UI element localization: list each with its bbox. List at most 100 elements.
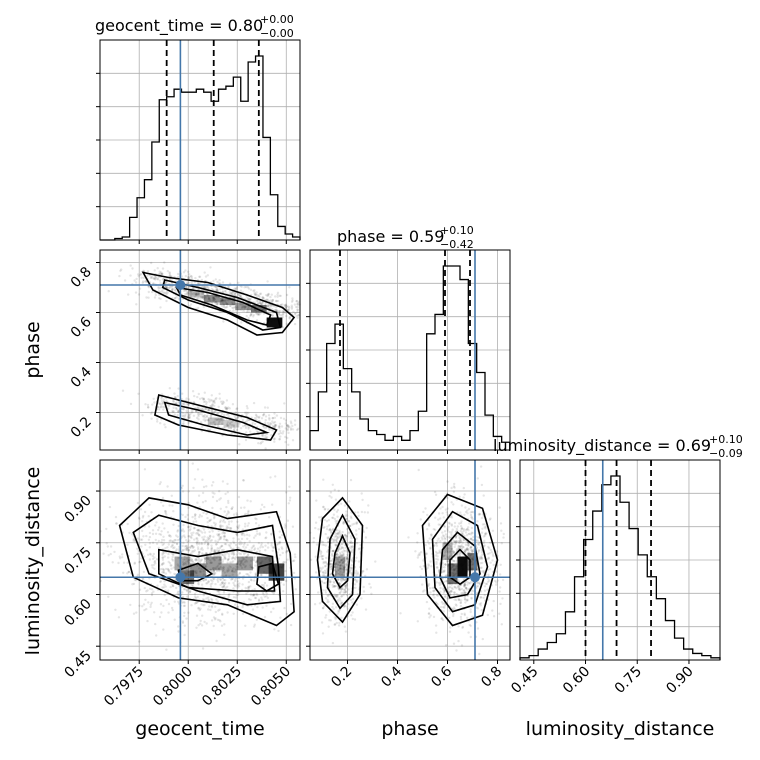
sample-point: [326, 550, 329, 553]
sample-point: [342, 520, 345, 524]
sample-point: [189, 303, 193, 306]
sample-point: [325, 614, 328, 617]
sample-point: [350, 558, 354, 561]
sample-point: [224, 406, 227, 409]
sample-point: [141, 520, 144, 523]
sample-point: [240, 560, 243, 563]
sample-point: [269, 295, 272, 299]
sample-point: [240, 566, 244, 570]
sample-point: [251, 608, 255, 611]
sample-point: [251, 566, 254, 570]
sample-point: [437, 570, 441, 573]
sample-point: [132, 538, 135, 541]
sample-point: [350, 614, 353, 617]
sample-point: [228, 545, 232, 548]
sample-point: [329, 491, 333, 494]
sample-point: [190, 584, 193, 587]
sample-point: [170, 567, 173, 570]
sample-point: [477, 581, 481, 584]
sample-point: [419, 551, 423, 554]
sample-point: [184, 286, 188, 289]
sample-point: [251, 545, 255, 548]
sample-point: [200, 558, 203, 561]
sample-point: [211, 530, 214, 533]
sample-point: [161, 543, 164, 547]
sample-point: [276, 291, 280, 294]
sample-point: [247, 426, 250, 429]
sample-point: [197, 292, 201, 296]
sample-point: [333, 585, 336, 588]
sample-point: [466, 541, 470, 545]
sample-point: [207, 408, 210, 412]
sample-point: [339, 547, 342, 551]
sample-point: [152, 277, 155, 280]
sample-point: [327, 540, 330, 543]
sample-point: [240, 285, 243, 288]
sample-point: [452, 591, 456, 594]
sample-point: [357, 527, 361, 531]
sample-point: [185, 589, 189, 593]
sample-point: [369, 586, 372, 589]
sample-point: [213, 555, 217, 558]
sample-point: [323, 569, 327, 572]
sample-point: [201, 531, 204, 534]
sample-point: [345, 568, 348, 571]
sample-point: [162, 568, 165, 571]
sample-point: [479, 596, 483, 599]
histogram-luminosity_distance: [519, 475, 721, 660]
sample-point: [113, 550, 116, 554]
sample-point: [467, 548, 470, 551]
sample-point: [243, 543, 246, 546]
sample-point: [253, 559, 256, 562]
sample-point: [204, 275, 208, 278]
sample-point: [437, 523, 440, 526]
sample-point: [487, 547, 491, 550]
sample-point: [460, 612, 463, 616]
sample-point: [476, 627, 480, 630]
sample-point: [321, 557, 325, 561]
sample-point: [159, 282, 162, 285]
sample-point: [331, 602, 335, 605]
sample-point: [173, 297, 177, 300]
sample-point: [238, 542, 241, 545]
sample-point: [218, 525, 222, 528]
x-tick-label-luminosity_distance: 0.90: [663, 664, 696, 697]
sample-point: [245, 592, 248, 595]
sample-point: [161, 586, 164, 589]
sample-point: [210, 597, 213, 601]
sample-point: [331, 554, 335, 557]
sample-point: [339, 564, 343, 567]
sample-point: [444, 595, 447, 598]
sample-point: [216, 554, 220, 557]
sample-point: [197, 528, 201, 531]
sample-point: [168, 387, 171, 390]
sample-point: [213, 410, 216, 413]
sample-point: [253, 547, 257, 550]
sample-point: [202, 400, 206, 404]
sample-point: [170, 288, 174, 291]
sample-point: [225, 407, 228, 411]
sample-point: [207, 543, 210, 546]
sample-point: [197, 548, 200, 551]
sample-point: [255, 312, 258, 315]
sample-point: [483, 523, 486, 526]
sample-point: [236, 520, 239, 523]
sample-point: [324, 577, 327, 581]
sample-point: [210, 604, 213, 608]
sample-point: [444, 563, 447, 566]
sample-point: [468, 623, 471, 627]
sample-point: [350, 536, 353, 540]
sample-point: [249, 313, 253, 317]
sample-point: [211, 411, 214, 414]
sample-point: [202, 562, 206, 565]
sample-point: [452, 551, 455, 555]
sample-point: [326, 536, 329, 539]
sample-point: [317, 528, 320, 531]
sample-point: [164, 547, 167, 550]
sample-point: [162, 542, 165, 545]
sample-point: [126, 522, 129, 526]
sample-point: [195, 558, 199, 562]
sample-point: [360, 492, 363, 495]
sample-point: [244, 546, 248, 549]
sample-point: [167, 589, 170, 592]
